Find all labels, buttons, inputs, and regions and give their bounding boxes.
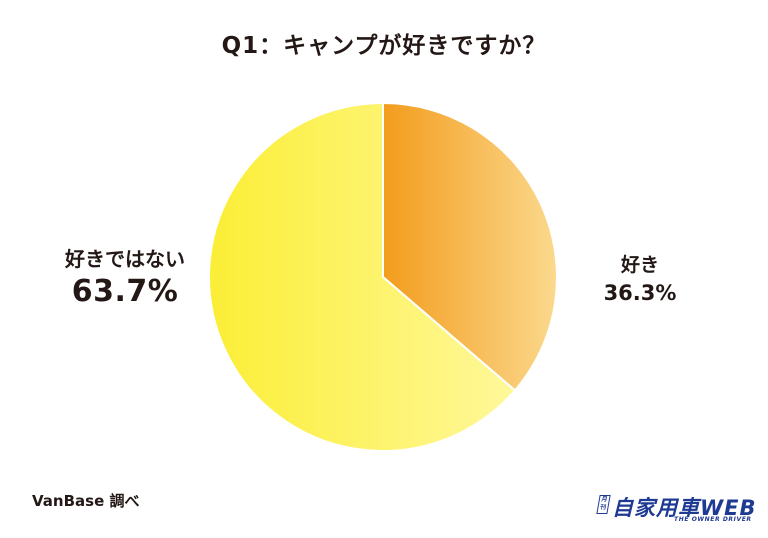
- slice-label-not-like: 好きではない 63.7%: [40, 243, 210, 309]
- logo-badge: 月刊: [596, 495, 611, 514]
- slice-name-not-like: 好きではない: [65, 247, 185, 271]
- chart-title: Q1：キャンプが好きですか？: [221, 33, 547, 59]
- slice-name-like: 好き: [620, 254, 659, 276]
- brand-logo: 月刊 自家用車WEB THE OWNER DRIVER: [596, 492, 756, 526]
- pie-slice-like: [382, 101, 558, 392]
- logo-tagline: THE OWNER DRIVER: [674, 516, 752, 523]
- slice-value-like: 36.3%: [603, 281, 677, 305]
- pie-slice-not-like: [208, 101, 517, 452]
- slice-value-not-like: 63.7%: [71, 274, 179, 309]
- source-note: VanBase 調べ: [32, 492, 140, 510]
- logo-name: 自家用車WEB: [612, 496, 757, 520]
- slice-label-like: 好き 36.3%: [580, 250, 700, 305]
